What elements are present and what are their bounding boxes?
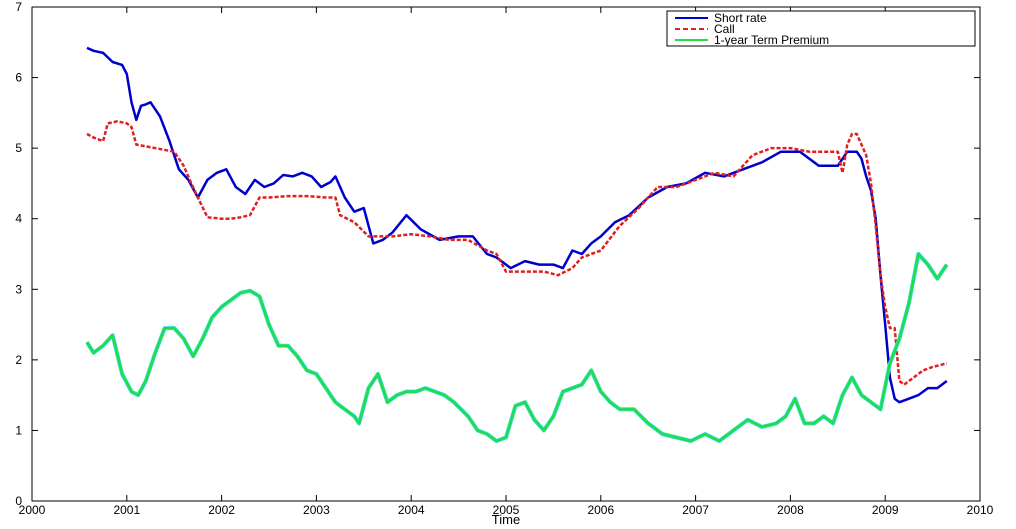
- y-tick-label: 6: [15, 71, 22, 85]
- series-line-call: [86, 120, 948, 386]
- series-layer: [85, 46, 949, 443]
- legend-box: [666, 10, 976, 47]
- x-tick-label: 2007: [682, 503, 709, 517]
- x-tick-label: 2004: [398, 503, 425, 517]
- plot-area: [31, 6, 981, 502]
- y-tick-label: 4: [15, 212, 22, 226]
- x-tick-label: 2005: [493, 503, 520, 517]
- x-tick-label: 2002: [208, 503, 235, 517]
- x-tick-label: 2001: [113, 503, 140, 517]
- x-axis-label: Time: [492, 512, 520, 527]
- y-tick-label: 1: [15, 423, 22, 437]
- legend: Short rate Call 1-year Term Premium: [666, 10, 976, 47]
- series-line-1-year-term-premium: [85, 252, 948, 443]
- legend-label-call: Call: [714, 22, 735, 36]
- x-tick-label: 2003: [303, 503, 330, 517]
- x-tick-label: 2000: [19, 503, 46, 517]
- y-tick-label: 2: [15, 353, 22, 367]
- y-tick-label: 5: [15, 141, 22, 155]
- x-tick-label: 2008: [777, 503, 804, 517]
- x-tick-label: 2010: [967, 503, 994, 517]
- series-line-short-rate: [86, 46, 948, 404]
- ticks-layer: 2000 2001 2002 2003 2004 2005 2006 2007 2008 2009…: [15, 0, 993, 517]
- x-tick-label: 2009: [872, 503, 899, 517]
- y-tick-label: 0: [15, 494, 22, 508]
- x-tick-label: 2006: [587, 503, 614, 517]
- y-tick-label: 3: [15, 282, 22, 296]
- legend-label-term-premium: 1-year Term Premium: [714, 33, 829, 47]
- y-tick-label: 7: [15, 0, 22, 14]
- legend-label-short-rate: Short rate: [714, 11, 767, 25]
